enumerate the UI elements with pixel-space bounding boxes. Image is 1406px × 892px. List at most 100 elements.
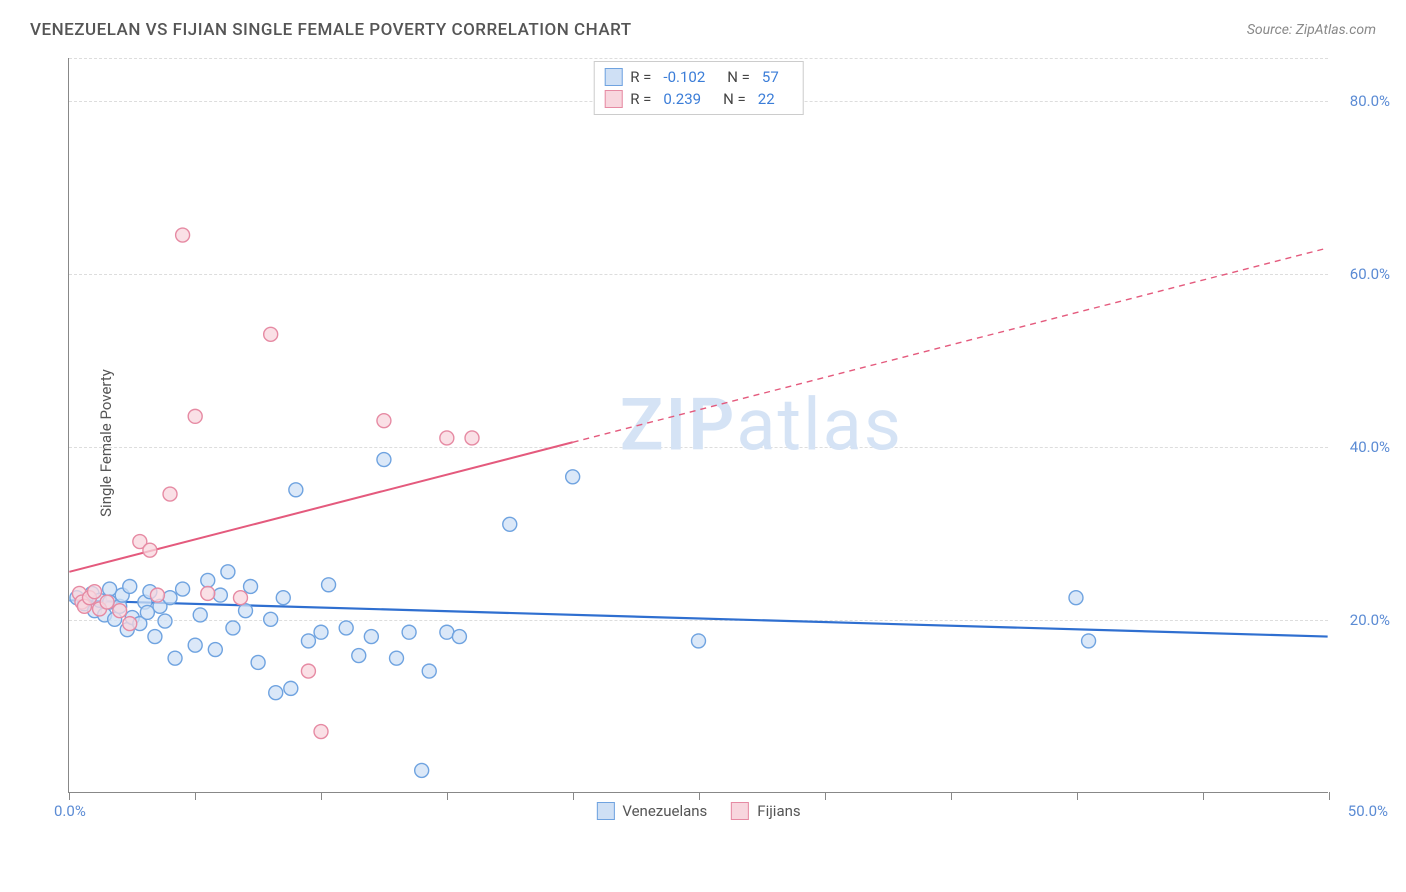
- data-point: [289, 483, 303, 497]
- x-axis-tick: [195, 792, 196, 800]
- x-axis-tick: [447, 792, 448, 800]
- legend-stats-box: R = -0.102 N = 57 R = 0.239 N = 22: [593, 61, 804, 115]
- x-axis-max-label: 50.0%: [1348, 802, 1388, 820]
- data-point: [364, 630, 378, 644]
- swatch-venezuelans: [604, 68, 622, 86]
- scatter-plot-svg: [69, 58, 1328, 792]
- x-axis-tick: [573, 792, 574, 800]
- x-axis-tick: [1329, 792, 1330, 800]
- data-point: [103, 582, 117, 596]
- data-point: [465, 431, 479, 445]
- legend-n-value-fijians: 22: [758, 90, 775, 108]
- data-point: [213, 588, 227, 602]
- data-point: [264, 327, 278, 341]
- legend-n-label: N =: [723, 90, 746, 108]
- trend-line: [69, 600, 1327, 636]
- data-point: [402, 625, 416, 639]
- x-axis-tick: [699, 792, 700, 800]
- swatch-fijians: [604, 90, 622, 108]
- data-point: [113, 604, 127, 618]
- data-point: [314, 625, 328, 639]
- data-point: [264, 612, 278, 626]
- data-point: [566, 470, 580, 484]
- legend-n-value-venezuelans: 57: [762, 68, 779, 86]
- legend-stats-row-fijians: R = 0.239 N = 22: [604, 88, 793, 110]
- legend-r-label: R =: [630, 68, 651, 86]
- y-axis-tick-label: 40.0%: [1350, 438, 1390, 456]
- chart-container: Single Female Poverty ZIPatlas R = -0.10…: [20, 48, 1386, 838]
- data-point: [163, 591, 177, 605]
- legend-item-fijians: Fijians: [731, 802, 800, 820]
- data-point: [503, 517, 517, 531]
- legend-label-fijians: Fijians: [757, 802, 800, 820]
- data-point: [148, 630, 162, 644]
- data-point: [377, 414, 391, 428]
- data-point: [188, 638, 202, 652]
- data-point: [422, 664, 436, 678]
- data-point: [150, 588, 164, 602]
- swatch-venezuelans: [596, 802, 614, 820]
- data-point: [176, 582, 190, 596]
- data-point: [239, 604, 253, 618]
- y-axis-tick-label: 20.0%: [1350, 611, 1390, 629]
- legend-r-value-fijians: 0.239: [663, 90, 701, 108]
- x-axis-tick: [825, 792, 826, 800]
- data-point: [226, 621, 240, 635]
- data-point: [440, 431, 454, 445]
- legend-r-label: R =: [630, 90, 651, 108]
- data-point: [415, 763, 429, 777]
- x-axis-tick: [1077, 792, 1078, 800]
- data-point: [143, 543, 157, 557]
- data-point: [1069, 591, 1083, 605]
- data-point: [1082, 634, 1096, 648]
- x-axis-tick: [69, 792, 70, 800]
- data-point: [339, 621, 353, 635]
- data-point: [269, 686, 283, 700]
- data-point: [140, 605, 154, 619]
- data-point: [163, 487, 177, 501]
- legend-series: Venezuelans Fijians: [596, 802, 800, 820]
- data-point: [188, 409, 202, 423]
- data-point: [352, 649, 366, 663]
- data-point: [251, 655, 265, 669]
- legend-n-label: N =: [727, 68, 750, 86]
- y-axis-tick-label: 80.0%: [1350, 92, 1390, 110]
- data-point: [193, 608, 207, 622]
- legend-stats-row-venezuelans: R = -0.102 N = 57: [604, 66, 793, 88]
- data-point: [377, 453, 391, 467]
- legend-r-value-venezuelans: -0.102: [663, 68, 705, 86]
- data-point: [301, 664, 315, 678]
- data-point: [276, 591, 290, 605]
- data-point: [123, 579, 137, 593]
- data-point: [158, 614, 172, 628]
- data-point: [314, 725, 328, 739]
- trend-line: [573, 248, 1328, 442]
- y-axis-tick-label: 60.0%: [1350, 265, 1390, 283]
- x-axis-min-label: 0.0%: [54, 802, 86, 820]
- data-point: [233, 591, 247, 605]
- data-point: [221, 565, 235, 579]
- data-point: [168, 651, 182, 665]
- x-axis-tick: [1203, 792, 1204, 800]
- data-point: [440, 625, 454, 639]
- legend-item-venezuelans: Venezuelans: [596, 802, 707, 820]
- data-point: [123, 617, 137, 631]
- data-point: [692, 634, 706, 648]
- data-point: [208, 643, 222, 657]
- data-point: [100, 595, 114, 609]
- data-point: [390, 651, 404, 665]
- swatch-fijians: [731, 802, 749, 820]
- data-point: [452, 630, 466, 644]
- legend-label-venezuelans: Venezuelans: [622, 802, 707, 820]
- data-point: [244, 579, 258, 593]
- data-point: [176, 228, 190, 242]
- data-point: [284, 681, 298, 695]
- plot-area: ZIPatlas R = -0.102 N = 57 R = 0.239 N =…: [68, 58, 1328, 793]
- data-point: [301, 634, 315, 648]
- x-axis-tick: [951, 792, 952, 800]
- data-point: [201, 586, 215, 600]
- x-axis-tick: [321, 792, 322, 800]
- chart-title: VENEZUELAN VS FIJIAN SINGLE FEMALE POVER…: [30, 20, 632, 40]
- data-point: [201, 573, 215, 587]
- data-point: [322, 578, 336, 592]
